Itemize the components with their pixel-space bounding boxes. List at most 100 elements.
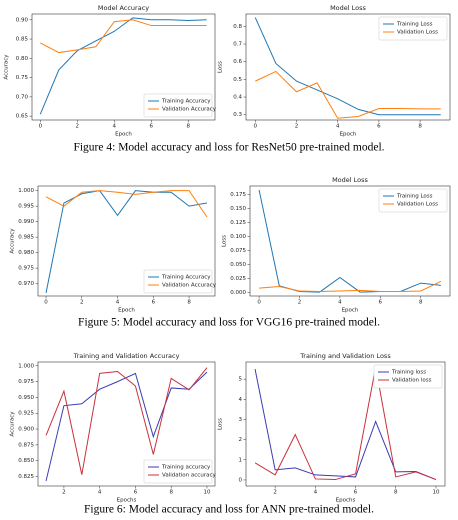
legend-box [373,364,443,389]
legend-box [143,459,213,484]
y-tick-label: 0.175 [230,192,246,198]
x-axis-label: Epoch [115,132,132,138]
y-tick-label: 0.050 [230,262,246,268]
x-tick-label: 8 [418,124,422,130]
x-tick-label: 2 [76,124,80,130]
y-axis-label: Accuracy [4,54,10,80]
y-tick-label: 0.4 [233,95,242,101]
caption: Figure 6: Model accuracy and loss for AN… [84,504,374,516]
y-axis-label: Loss [222,235,228,247]
y-tick-label: 0.5 [233,77,242,83]
x-tick-label: 6 [377,124,381,130]
x-tick-label: 2 [298,300,302,306]
y-tick-label: 0.975 [18,379,34,385]
data-line [45,371,208,482]
y-tick-label: 0.825 [18,474,34,480]
y-tick-label: 0.85 [16,37,29,43]
plot-frame [37,185,216,297]
y-tick-label: 0.70 [16,94,29,100]
data-line [254,17,441,116]
y-tick-label: 2 [239,437,243,443]
y-axis-label: Accuracy [10,411,16,437]
x-tick-label: 4 [113,124,117,130]
x-tick-label: 0 [39,124,43,130]
x-tick-label: 4 [314,490,318,496]
y-tick-label: 0.75 [16,75,29,81]
x-tick-label: 8 [419,300,423,306]
x-axis-label: Epoch [342,308,359,314]
legend-label: Training accuracy [161,465,211,471]
y-tick-label: 0.025 [230,276,246,282]
data-line [45,190,208,293]
y-tick-label: 3 [239,417,243,423]
legend-label: Training loss [391,370,426,376]
x-tick-label: 10 [432,490,439,496]
x-tick-label: 0 [254,124,258,130]
y-tick-label: 0.7 [233,42,242,48]
y-tick-label: 5 [239,377,243,383]
x-axis-label: Epoch [340,132,357,138]
y-tick-label: 0.100 [230,234,246,240]
x-axis-label: Epochs [336,498,356,504]
x-tick-label: 0 [257,300,261,306]
chart-title: Model Loss [330,4,366,12]
y-tick-label: 0.80 [16,56,29,62]
x-axis-label: Epoch [118,308,135,314]
y-tick-label: 0.3 [233,112,242,118]
x-tick-label: 8 [186,124,190,130]
x-tick-label: 6 [379,300,383,306]
x-tick-label: 4 [98,490,102,496]
y-tick-label: 0.925 [18,411,34,417]
x-tick-label: 4 [336,124,340,130]
y-tick-label: 1.000 [18,363,34,369]
chart-title: Model Loss [332,176,368,184]
plot-frame [31,13,216,121]
plot-frame [37,361,216,487]
legend-label: Training Accuracy [161,99,211,105]
legend-box [378,188,448,213]
plot-frame [245,13,451,121]
x-tick-label: 2 [62,490,66,496]
data-line [45,190,208,218]
x-tick-label: 8 [187,300,191,306]
y-tick-label: 0.65 [16,114,29,120]
y-tick-label: 0.980 [18,250,34,256]
x-tick-label: 2 [273,490,277,496]
x-tick-label: 10 [203,490,210,496]
x-tick-label: 2 [295,124,299,130]
legend-box [378,16,448,41]
y-tick-label: 0.995 [18,204,34,210]
y-tick-label: 0.90 [16,17,29,23]
plot-frame [249,185,451,297]
caption: Figure 5: Model accuracy and loss for VG… [78,317,380,329]
chart-title: Training and Validation Accuracy [73,352,180,360]
y-tick-label: 0 [239,477,243,483]
data-line [39,17,207,115]
chart-title: Training and Validation Loss [299,352,391,360]
x-tick-label: 4 [338,300,342,306]
legend-label: Training Accuracy [161,275,211,281]
data-line [40,19,207,54]
x-tick-label: 2 [80,300,84,306]
y-tick-label: 0.990 [18,219,34,225]
y-tick-label: 0.950 [18,395,34,401]
x-tick-label: 6 [149,124,153,130]
y-tick-label: 1.000 [18,188,34,194]
y-tick-label: 0.985 [18,235,34,241]
x-tick-label: 6 [354,490,358,496]
y-tick-label: 0.6 [233,59,242,65]
y-tick-label: 0.875 [18,442,34,448]
y-tick-label: 1 [239,457,243,463]
legend-label: Training Loss [396,22,433,28]
legend-label: Validation loss [392,378,432,384]
y-axis-label: Loss [218,418,224,430]
y-axis-label: Accuracy [10,228,16,254]
x-tick-label: 6 [134,490,138,496]
x-tick-label: 4 [116,300,120,306]
y-tick-label: 0.8 [233,24,242,30]
y-tick-label: 4 [239,397,243,403]
legend-label: Training Loss [396,194,433,200]
caption: Figure 4: Model accuracy and loss for Re… [73,142,384,154]
legend-label: Validation Loss [397,202,438,208]
